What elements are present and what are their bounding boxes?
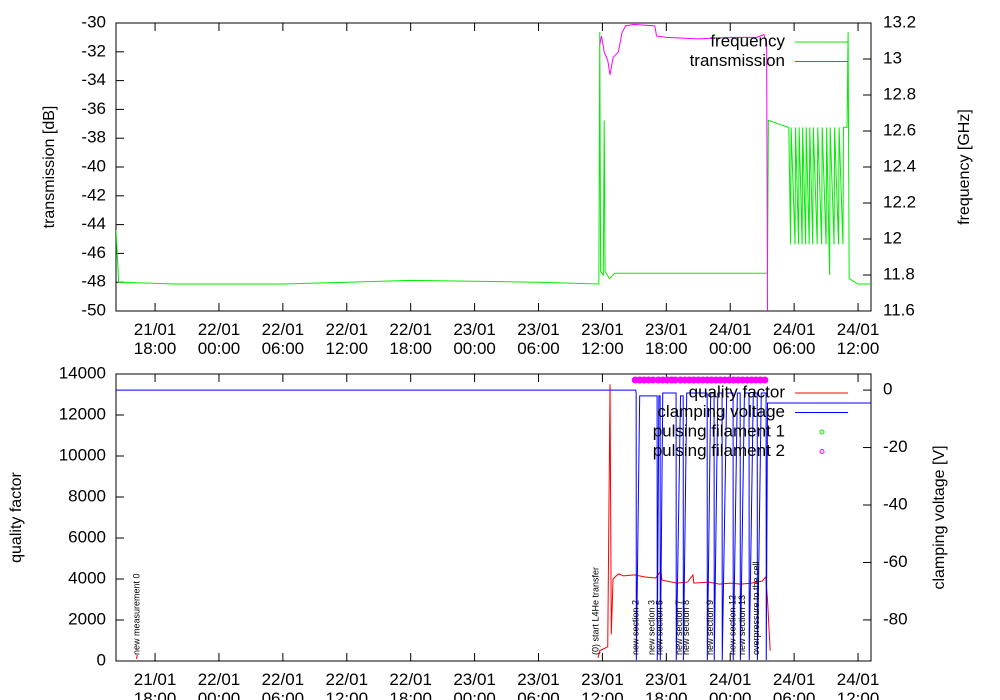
y-tick-label: -42 (81, 185, 106, 204)
y-tick-label: -48 (81, 272, 106, 291)
y-tick-label: 6000 (68, 527, 106, 546)
legend-swatch (819, 429, 825, 435)
y-tick-label: -50 (81, 300, 106, 319)
x-tick-label: 22/01 18:00 (389, 670, 432, 700)
x-tick-label: 22/01 06:00 (262, 670, 305, 700)
y2-axis-label: frequency [GHz] (956, 109, 973, 225)
plot-area (116, 376, 871, 661)
x-tick-label: 22/01 00:00 (198, 670, 241, 700)
y-tick-label: 12000 (59, 404, 106, 423)
x-tick-label: 21/01 18:00 (134, 670, 177, 700)
y2-tick-label: 12.6 (883, 120, 916, 139)
x-tick-label: 22/01 18:00 (389, 320, 432, 358)
x-tick-label: 24/01 00:00 (709, 320, 752, 358)
y2-tick-label: -80 (883, 609, 908, 628)
y-tick-label: 2000 (68, 609, 106, 628)
y2-tick-label: 12.4 (883, 156, 916, 175)
y2-tick-label: 0 (883, 380, 892, 399)
y-axis-label: transmission [dB] (41, 106, 58, 229)
plot-frame (115, 22, 872, 312)
y2-tick-label: 11.8 (883, 264, 915, 283)
y-tick-label: -30 (81, 12, 106, 31)
y-tick-label: -38 (81, 128, 106, 147)
x-tick-label: 23/01 18:00 (645, 670, 688, 700)
y2-tick-label: 12.8 (883, 84, 916, 103)
x-tick-label: 24/01 06:00 (773, 320, 816, 358)
series-line (599, 23, 768, 311)
x-tick-label: 21/01 18:00 (134, 320, 177, 358)
annotation: (0) start L4He transfer (591, 567, 601, 655)
annotation: new section 8 (681, 600, 691, 655)
annotation: new section 5 (654, 600, 664, 655)
y-tick-label: -44 (81, 214, 106, 233)
y2-tick-label: 13 (883, 48, 902, 67)
y-tick-label: 10000 (59, 445, 106, 464)
y2-tick-label: 11.6 (883, 300, 915, 319)
legend-label: pulsing filament 2 (653, 441, 785, 460)
x-tick-label: 23/01 06:00 (517, 670, 560, 700)
series-line (135, 384, 771, 660)
y-tick-label: -40 (81, 156, 106, 175)
annotation: new section 7 (674, 600, 684, 655)
y-tick-label: 4000 (68, 568, 106, 587)
point (761, 376, 769, 384)
y2-axis-label: clamping voltage [V] (931, 445, 948, 589)
legend-label: frequency (710, 31, 785, 50)
x-tick-label: 24/01 12:00 (837, 320, 880, 358)
y2-tick-label: -20 (883, 437, 908, 456)
annotation: new section 12 (727, 595, 737, 655)
x-tick-label: 23/01 00:00 (453, 320, 496, 358)
series-line (116, 31, 871, 285)
y2-tick-label: 12 (883, 228, 902, 247)
x-tick-label: 22/01 12:00 (326, 320, 369, 358)
y-tick-label: -46 (81, 243, 106, 262)
y-tick-label: -32 (81, 41, 106, 60)
y-tick-label: 8000 (68, 486, 106, 505)
y2-tick-label: 13.2 (883, 12, 916, 31)
y2-tick-label: -60 (883, 552, 908, 571)
y-tick-label: -34 (81, 70, 106, 89)
legend-label: clamping voltage (657, 402, 785, 421)
x-tick-label: 24/01 00:00 (709, 670, 752, 700)
x-tick-label: 23/01 06:00 (517, 320, 560, 358)
legend-label: transmission (690, 51, 785, 70)
x-tick-label: 22/01 06:00 (262, 320, 305, 358)
series-line (116, 389, 871, 661)
plot-area (116, 23, 871, 311)
x-tick-label: 23/01 12:00 (581, 320, 624, 358)
annotation: new measurement 0 (132, 573, 142, 655)
y-tick-label: 0 (97, 650, 106, 669)
annotation: new section 13 (737, 595, 747, 655)
plot-frame (115, 373, 872, 662)
annotation: new section 2 (631, 600, 641, 655)
x-tick-label: 23/01 18:00 (645, 320, 688, 358)
y2-tick-label: 12.2 (883, 192, 916, 211)
y2-tick-label: -40 (883, 494, 908, 513)
annotation: overpressure to the cell (751, 561, 761, 655)
x-tick-label: 23/01 00:00 (453, 670, 496, 700)
y-tick-label: 14000 (59, 363, 106, 382)
legend-label: pulsing filament 1 (653, 421, 785, 440)
legend-label: quality factor (689, 382, 786, 401)
y-tick-label: -36 (81, 99, 106, 118)
x-tick-label: 24/01 06:00 (773, 670, 816, 700)
y-axis-label: quality factor (8, 471, 25, 562)
x-tick-label: 22/01 00:00 (198, 320, 241, 358)
annotation: new section 9 (705, 600, 715, 655)
x-tick-label: 22/01 12:00 (326, 670, 369, 700)
annotation: new section 3 (646, 600, 656, 655)
legend-swatch (819, 449, 825, 454)
x-tick-label: 24/01 12:00 (837, 670, 880, 700)
x-tick-label: 23/01 12:00 (581, 670, 624, 700)
